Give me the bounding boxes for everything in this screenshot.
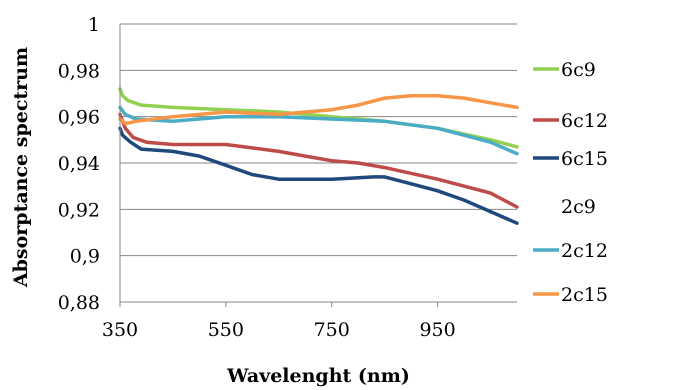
- y-tick-label: 0,92: [58, 199, 100, 221]
- y-tick-label: 0,9: [70, 246, 100, 268]
- legend-label: 2c9: [561, 196, 596, 218]
- x-axis-title: Wavelenght (nm): [226, 365, 410, 387]
- series-line-2c15: [118, 94, 519, 126]
- series-line-6c12: [118, 112, 519, 209]
- series-lines: [118, 87, 519, 225]
- legend-label: 2c15: [561, 284, 608, 306]
- y-tick-label: 0,96: [58, 107, 100, 129]
- y-tick-label: 1: [88, 14, 100, 36]
- y-tick-label: 0,94: [58, 153, 100, 175]
- legend-label: 6c15: [561, 148, 608, 170]
- legend-label: 2c12: [561, 240, 608, 262]
- series-line-6c15: [118, 126, 519, 225]
- x-tick-label: 350: [102, 319, 138, 341]
- y-tick-label: 0,88: [58, 292, 100, 314]
- series-line-2c12: [118, 105, 519, 156]
- legend: 6c9 6c12 6c15 2c9 2c12 2c15: [533, 59, 608, 306]
- legend-label: 6c9: [561, 59, 596, 81]
- x-tick-label: 750: [314, 319, 350, 341]
- y-axis-title: Absorptance spectrum: [10, 47, 32, 288]
- x-tick-label: 950: [419, 319, 455, 341]
- x-tick-labels: 350 550 750 950: [102, 302, 456, 341]
- legend-label: 6c12: [561, 110, 608, 132]
- y-tick-labels: 0,88 0,9 0,92 0,94 0,96 0,98 1: [58, 14, 100, 314]
- x-tick-label: 550: [208, 319, 244, 341]
- y-tick-label: 0,98: [58, 60, 100, 82]
- gridlines: [120, 23, 517, 257]
